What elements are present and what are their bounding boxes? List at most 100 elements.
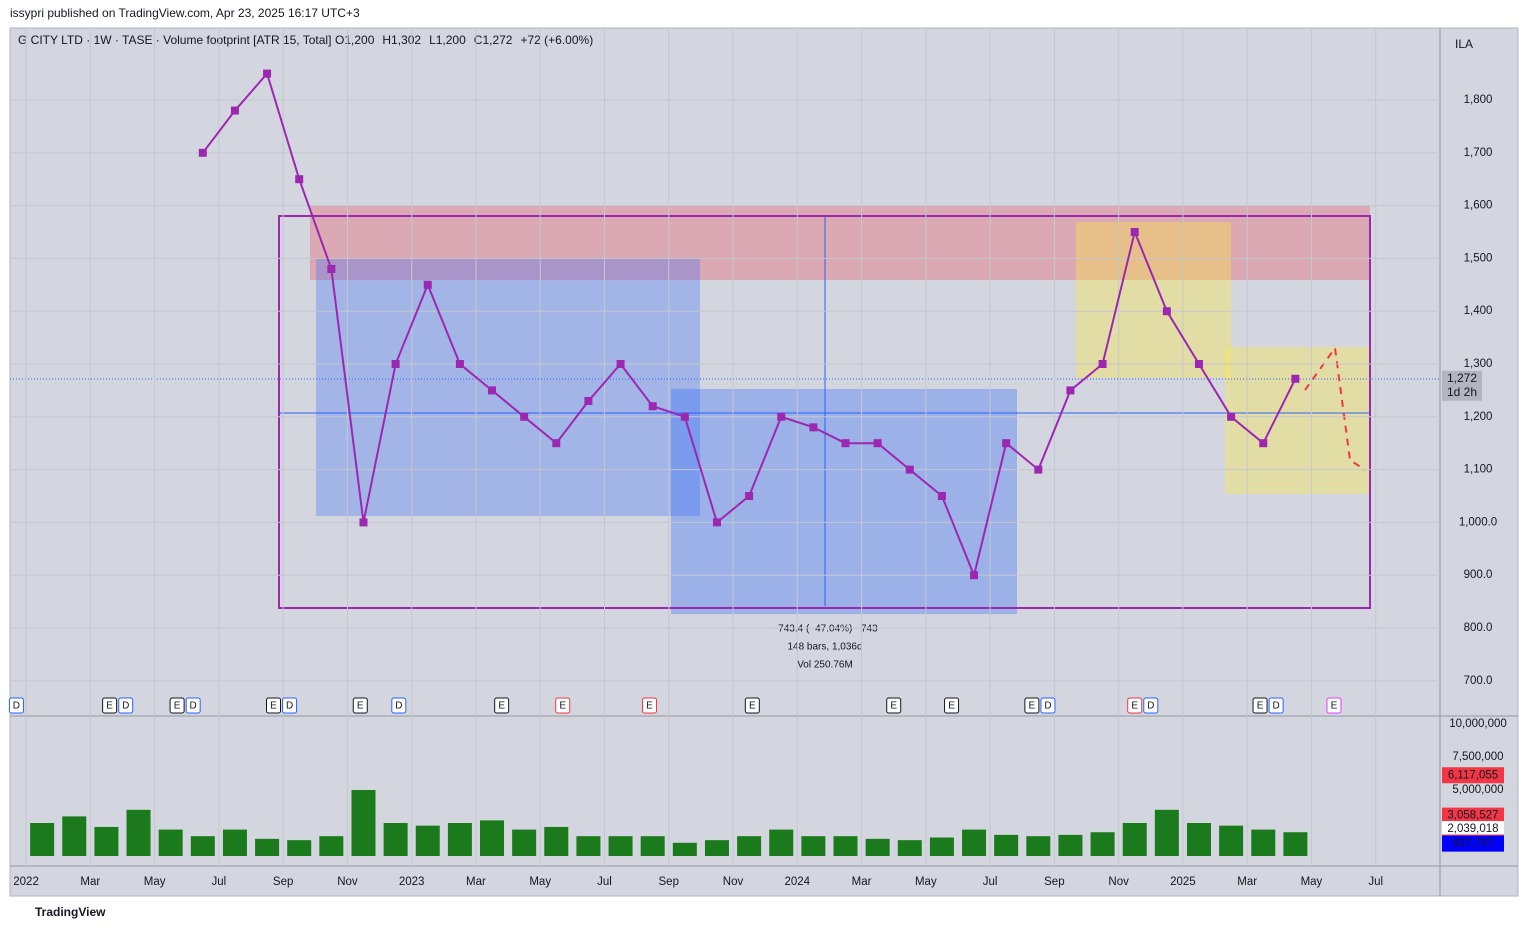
price-point bbox=[1259, 439, 1268, 448]
event-marker bbox=[1024, 697, 1040, 714]
event-marker bbox=[1252, 697, 1268, 714]
x-tick-label: Jul bbox=[983, 876, 998, 888]
event-marker bbox=[944, 697, 960, 714]
volume-bar bbox=[608, 836, 633, 856]
price-point bbox=[712, 518, 721, 527]
resistance-zone bbox=[310, 206, 1370, 280]
price-point bbox=[970, 571, 979, 580]
x-tick-label: May bbox=[1301, 876, 1323, 888]
volume-bar bbox=[801, 836, 826, 856]
x-tick-label: 2022 bbox=[13, 876, 39, 888]
ohlc-value: O1,200 bbox=[335, 33, 375, 47]
price-point bbox=[616, 360, 625, 368]
price-point bbox=[488, 386, 497, 395]
x-tick-label: Nov bbox=[1108, 876, 1129, 888]
price-point bbox=[1227, 412, 1236, 421]
volume-bar bbox=[1090, 832, 1115, 856]
price-point bbox=[777, 412, 786, 421]
event-label: E bbox=[174, 701, 181, 712]
volume-bar bbox=[1058, 834, 1083, 856]
event-label: E bbox=[270, 701, 277, 712]
event-label: D bbox=[190, 701, 197, 712]
x-tick-label: 2023 bbox=[399, 876, 425, 888]
price-point bbox=[873, 439, 882, 448]
volume-bar bbox=[512, 829, 537, 856]
volume-bar bbox=[62, 816, 87, 856]
event-marker bbox=[744, 697, 760, 714]
range-box bbox=[1076, 222, 1231, 378]
measure-label: 148 bars, 1,036d bbox=[787, 642, 862, 653]
volume-label-box bbox=[1442, 835, 1504, 852]
price-point bbox=[198, 148, 207, 157]
price-point bbox=[423, 280, 432, 289]
measure-label: Vol 250.76M bbox=[797, 660, 853, 671]
event-marker bbox=[391, 697, 407, 714]
x-tick-label: May bbox=[915, 876, 937, 888]
x-tick-label: Jul bbox=[597, 876, 612, 888]
volume-bar bbox=[865, 838, 890, 856]
price-label: 1,272 bbox=[1447, 371, 1477, 385]
volume-bar bbox=[222, 829, 247, 856]
event-label: E bbox=[890, 701, 897, 712]
price-point bbox=[809, 423, 818, 432]
event-label: E bbox=[1257, 701, 1264, 712]
price-point bbox=[584, 396, 593, 405]
volume-bar bbox=[287, 840, 312, 856]
price-point bbox=[745, 492, 754, 500]
event-marker bbox=[169, 697, 185, 714]
volume-bar bbox=[962, 829, 987, 856]
event-label: E bbox=[1331, 701, 1338, 712]
x-tick-label: 2025 bbox=[1170, 876, 1196, 888]
price-point bbox=[1066, 386, 1075, 395]
price-point bbox=[230, 106, 239, 115]
volume-bar bbox=[1026, 836, 1051, 856]
volume-bar bbox=[351, 790, 376, 856]
x-tick-label: Mar bbox=[466, 876, 486, 888]
y-tick-label: 1,400 bbox=[1464, 305, 1493, 317]
price-point bbox=[1034, 465, 1043, 474]
volume-bar bbox=[737, 836, 762, 856]
volume-bar bbox=[1219, 825, 1244, 856]
x-tick-label: Jul bbox=[1368, 876, 1383, 888]
volume-bar bbox=[576, 836, 601, 856]
ohlc-value: H1,302 bbox=[382, 33, 421, 47]
volume-bar bbox=[1122, 823, 1147, 856]
event-marker bbox=[886, 697, 902, 714]
pane bbox=[9, 27, 1519, 897]
y-tick-label: 1,800 bbox=[1464, 94, 1493, 106]
volume-label: 937,797 bbox=[1452, 838, 1494, 850]
price-point bbox=[391, 360, 400, 368]
volume-tick-label: 10,000,000 bbox=[1449, 718, 1507, 730]
volume-bar bbox=[383, 823, 408, 856]
header: issypri published on TradingView.com, Ap… bbox=[10, 6, 360, 20]
volume-bar bbox=[158, 829, 183, 856]
price-point bbox=[905, 465, 914, 474]
y-tick-label: 800.0 bbox=[1464, 622, 1493, 634]
x-tick-label: Mar bbox=[80, 876, 100, 888]
volume-bar bbox=[769, 829, 794, 856]
y-tick-label: 1,000.0 bbox=[1459, 516, 1497, 528]
event-label: E bbox=[749, 701, 756, 712]
event-marker bbox=[494, 697, 510, 714]
price-point bbox=[680, 412, 689, 421]
price-point bbox=[455, 360, 464, 368]
event-label: E bbox=[1131, 701, 1138, 712]
drawings bbox=[10, 206, 1440, 614]
measure-label: −743.4 (−47.04%) −743 bbox=[772, 624, 878, 635]
currency[interactable]: ILA bbox=[1455, 37, 1473, 51]
price-point bbox=[1194, 360, 1203, 368]
price-point bbox=[359, 518, 368, 527]
volume-bar bbox=[319, 836, 344, 856]
y-tick-label: 1,200 bbox=[1464, 411, 1493, 423]
volume-bar bbox=[672, 842, 697, 856]
price-point bbox=[1162, 307, 1171, 316]
y-tick-label: 1,600 bbox=[1464, 200, 1493, 212]
x-tick-label: Nov bbox=[723, 876, 744, 888]
event-label: E bbox=[106, 701, 113, 712]
volume-label-box bbox=[1442, 767, 1504, 784]
event-marker bbox=[8, 697, 24, 714]
volume-bar bbox=[1154, 809, 1179, 856]
x-tick-label: Nov bbox=[337, 876, 358, 888]
event-label: E bbox=[559, 701, 566, 712]
